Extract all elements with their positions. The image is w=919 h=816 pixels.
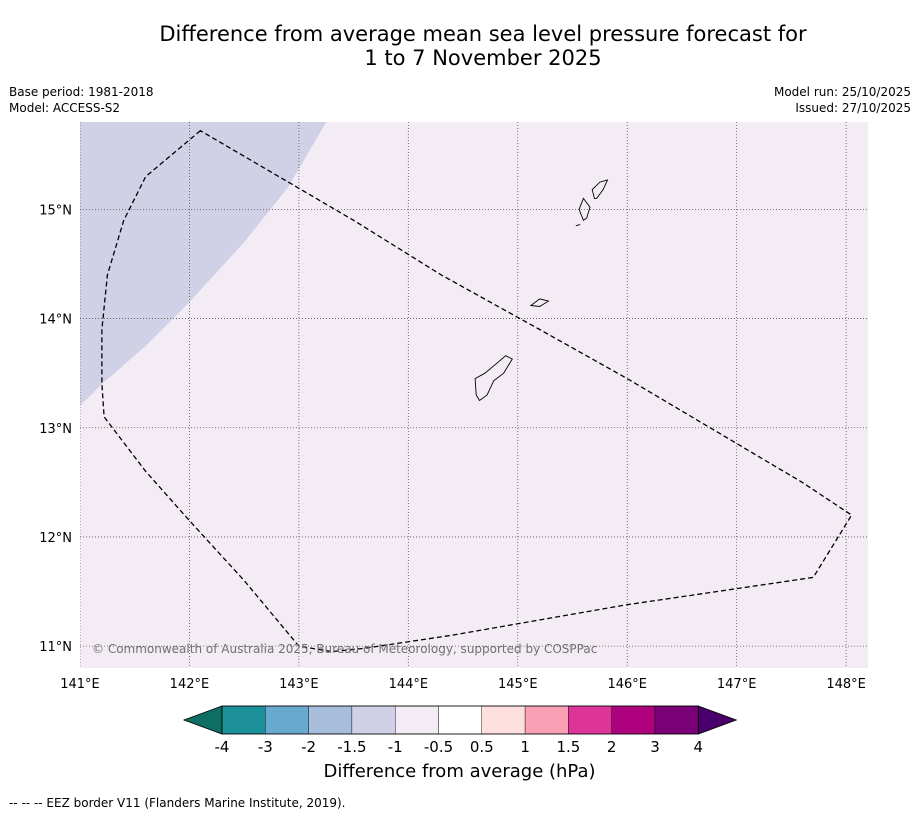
colorbar-tick-label: 1.5 bbox=[556, 738, 580, 756]
colorbar-swatch bbox=[221, 705, 266, 735]
colorbar-tick-label: -3 bbox=[258, 738, 273, 756]
lon-tick-label: 144°E bbox=[389, 677, 429, 692]
run-info: Model run: 25/10/2025 Issued: 27/10/2025 bbox=[774, 84, 911, 116]
longitude-labels: 141°E 142°E 143°E 144°E 145°E 146°E 147°E 148°E bbox=[60, 677, 866, 692]
model-info: Base period: 1981-2018 Model: ACCESS-S2 bbox=[9, 84, 154, 116]
colorbar-tick-label: 2 bbox=[607, 738, 617, 756]
gridlines bbox=[80, 122, 868, 668]
lon-tick-label: 145°E bbox=[498, 677, 538, 692]
lat-tick-label: 11°N bbox=[39, 640, 72, 655]
latitude-labels: 15°N 14°N 13°N 12°N 11°N bbox=[39, 203, 72, 655]
colorbar-min-extend bbox=[182, 705, 223, 735]
colorbar-swatch bbox=[611, 705, 656, 735]
colorbar-max-extend bbox=[697, 705, 738, 735]
colorbar-tick-label: 4 bbox=[694, 738, 704, 756]
title-line-1: Difference from average mean sea level p… bbox=[159, 22, 807, 46]
title-line-2: 1 to 7 November 2025 bbox=[364, 46, 602, 70]
lat-tick-label: 15°N bbox=[39, 203, 72, 218]
colorbar: -4 -3 -2 -1.5 -1 -0.5 0.5 1 1.5 2 3 4 bbox=[182, 705, 738, 756]
islands bbox=[474, 179, 609, 402]
model-name: Model: ACCESS-S2 bbox=[9, 101, 121, 115]
anomaly-region-fill bbox=[80, 122, 327, 406]
colorbar-tick-label: -1.5 bbox=[337, 738, 366, 756]
lon-tick-label: 142°E bbox=[170, 677, 210, 692]
colorbar-swatch bbox=[308, 705, 353, 735]
lon-tick-label: 141°E bbox=[60, 677, 100, 692]
plot-area: © Commonwealth of Australia 2025, Bureau… bbox=[80, 122, 868, 668]
lon-tick-label: 147°E bbox=[717, 677, 757, 692]
lat-tick-label: 14°N bbox=[39, 313, 72, 328]
colorbar-tick-label: 3 bbox=[650, 738, 660, 756]
base-period: Base period: 1981-2018 bbox=[9, 85, 154, 99]
colorbar-tick-label: -0.5 bbox=[424, 738, 453, 756]
colorbar-tick-label: -1 bbox=[388, 738, 403, 756]
lat-tick-label: 13°N bbox=[39, 422, 72, 437]
colorbar-swatch bbox=[568, 705, 612, 735]
colorbar-swatch bbox=[654, 705, 699, 735]
island-outline-tinian bbox=[578, 197, 591, 221]
colorbar-swatch bbox=[351, 705, 396, 735]
colorbar-swatch bbox=[395, 705, 439, 735]
eez-legend: -- -- -- EEZ border V11 (Flanders Marine… bbox=[9, 796, 346, 810]
lon-tick-label: 146°E bbox=[607, 677, 647, 692]
colorbar-tick-label: 0.5 bbox=[470, 738, 494, 756]
colorbar-swatch bbox=[438, 705, 482, 735]
model-run: Model run: 25/10/2025 bbox=[773, 85, 911, 99]
colorbar-tick-label: -4 bbox=[215, 738, 230, 756]
island-outline-guam bbox=[474, 355, 513, 402]
colorbar-swatch bbox=[481, 705, 526, 735]
lon-tick-label: 148°E bbox=[826, 677, 866, 692]
island-outline-rota bbox=[529, 298, 550, 307]
colorbar-swatch bbox=[265, 705, 309, 735]
colorbar-tick-label: -2 bbox=[301, 738, 316, 756]
copyright-text: © Commonwealth of Australia 2025, Bureau… bbox=[92, 642, 597, 656]
island-outline-aguijan bbox=[575, 224, 581, 227]
chart-title: Difference from average mean sea level p… bbox=[90, 22, 876, 70]
colorbar-frame bbox=[221, 705, 699, 735]
lon-tick-label: 143°E bbox=[279, 677, 319, 692]
colorbar-swatch bbox=[524, 705, 569, 735]
island-outline-saipan bbox=[591, 179, 609, 199]
lat-tick-label: 12°N bbox=[39, 531, 72, 546]
colorbar-tick-label: 1 bbox=[520, 738, 530, 756]
issued-date: Issued: 27/10/2025 bbox=[795, 101, 911, 115]
colorbar-title: Difference from average (hPa) bbox=[323, 761, 596, 782]
